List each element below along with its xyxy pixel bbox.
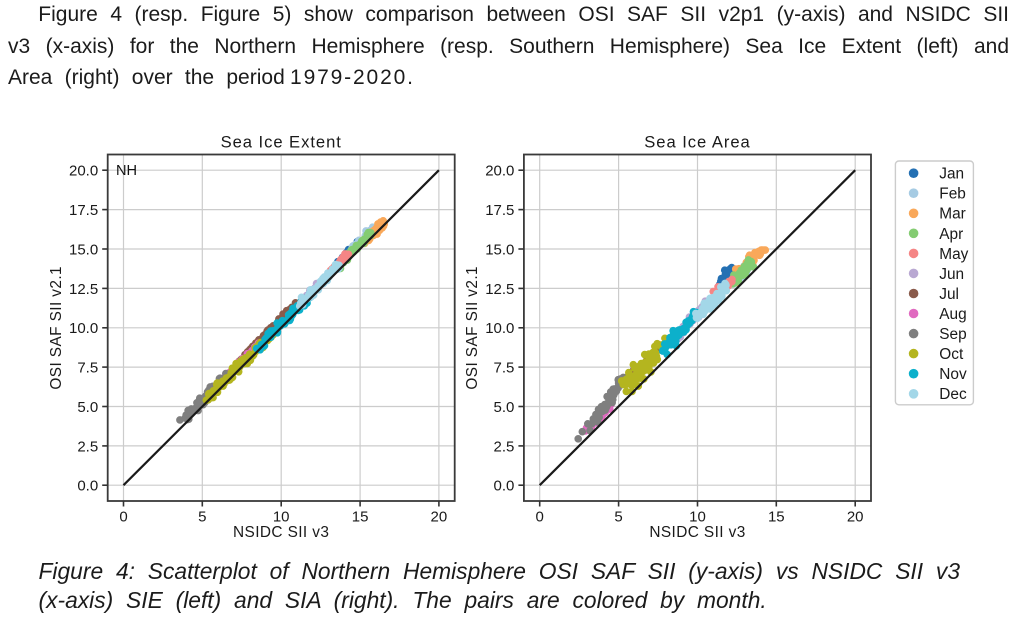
svg-text:Sea Ice Area: Sea Ice Area xyxy=(644,133,750,152)
svg-text:May: May xyxy=(939,246,968,263)
svg-text:NH: NH xyxy=(116,163,137,179)
svg-text:0.0: 0.0 xyxy=(494,478,515,495)
svg-text:NSIDC SII v3: NSIDC SII v3 xyxy=(233,524,329,541)
svg-text:10: 10 xyxy=(273,509,290,526)
svg-text:OSI SAF SII v2.1: OSI SAF SII v2.1 xyxy=(48,266,65,390)
svg-text:12.5: 12.5 xyxy=(485,281,514,298)
svg-text:Mar: Mar xyxy=(939,206,966,223)
svg-text:20.0: 20.0 xyxy=(69,163,98,180)
svg-text:Jun: Jun xyxy=(939,266,964,283)
svg-text:0: 0 xyxy=(119,509,127,526)
svg-text:10.0: 10.0 xyxy=(485,320,514,337)
svg-text:7.5: 7.5 xyxy=(77,360,98,377)
svg-text:Jul: Jul xyxy=(939,286,959,303)
svg-text:15: 15 xyxy=(768,509,785,526)
svg-text:Feb: Feb xyxy=(939,186,966,203)
svg-text:20: 20 xyxy=(847,509,864,526)
svg-text:20.0: 20.0 xyxy=(485,163,514,180)
svg-text:2.5: 2.5 xyxy=(494,438,515,455)
svg-text:0: 0 xyxy=(536,509,544,526)
svg-text:5: 5 xyxy=(614,509,622,526)
svg-text:Dec: Dec xyxy=(939,386,967,403)
svg-text:12.5: 12.5 xyxy=(69,281,98,298)
svg-text:10.0: 10.0 xyxy=(69,320,98,337)
svg-text:0.0: 0.0 xyxy=(77,478,98,495)
svg-text:Oct: Oct xyxy=(939,346,964,363)
svg-text:15.0: 15.0 xyxy=(69,241,98,258)
svg-text:Sea Ice Extent: Sea Ice Extent xyxy=(221,133,342,152)
svg-text:Nov: Nov xyxy=(939,366,967,383)
svg-text:Apr: Apr xyxy=(939,226,963,243)
svg-text:5.0: 5.0 xyxy=(494,399,515,416)
svg-text:5: 5 xyxy=(198,509,206,526)
svg-text:2.5: 2.5 xyxy=(77,438,98,455)
svg-text:Sep: Sep xyxy=(939,326,966,343)
svg-text:17.5: 17.5 xyxy=(69,202,98,219)
svg-text:NSIDC SII v3: NSIDC SII v3 xyxy=(649,524,745,541)
svg-text:Jan: Jan xyxy=(939,166,964,183)
svg-text:15: 15 xyxy=(352,509,369,526)
svg-text:15.0: 15.0 xyxy=(485,241,514,258)
svg-text:Aug: Aug xyxy=(939,306,966,323)
svg-text:10: 10 xyxy=(689,509,706,526)
svg-text:OSI SAF SII v2.1: OSI SAF SII v2.1 xyxy=(464,266,481,390)
svg-text:20: 20 xyxy=(431,509,448,526)
svg-text:7.5: 7.5 xyxy=(494,360,515,377)
svg-text:5.0: 5.0 xyxy=(77,399,98,416)
svg-text:17.5: 17.5 xyxy=(485,202,514,219)
